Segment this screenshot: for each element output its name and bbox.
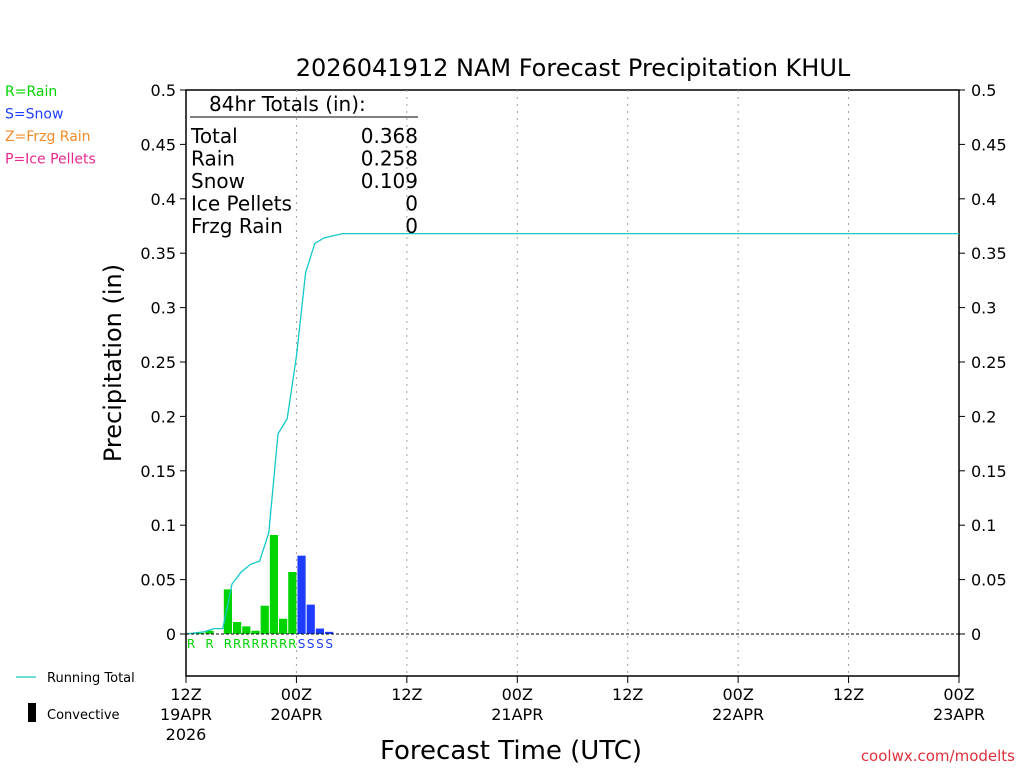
bar-type-letter: R [261, 637, 269, 651]
precip-bar [233, 622, 242, 634]
totals-row-label: Frzg Rain [191, 214, 283, 238]
y-tick-label-left: 0.3 [151, 299, 176, 318]
convective-swatch [28, 703, 36, 722]
precip-bar [251, 630, 260, 634]
x-tick-label: 00Z [943, 685, 974, 704]
precip-bar [205, 630, 214, 634]
totals-row-value: 0.109 [361, 169, 418, 193]
precip-bar [279, 618, 288, 634]
y-tick-label-right: 0.35 [971, 244, 1007, 263]
precip-bar [196, 632, 205, 634]
x-tick-date: 22APR [712, 705, 764, 724]
y-tick-label-left: 0.15 [140, 462, 176, 481]
x-tick-label: 00Z [281, 685, 312, 704]
credit-text: coolwx.com/modelts [861, 747, 1015, 765]
bar-type-letter: S [307, 637, 315, 651]
y-tick-label-right: 0.05 [971, 571, 1007, 590]
y-tick-label-right: 0.25 [971, 353, 1007, 372]
y-axis-ticks: 0 00.05 0.050.1 0.10.15 0.150.2 0.20.25 0.250.… [140, 81, 1006, 644]
y-tick-label-right: 0.45 [971, 135, 1007, 154]
totals-row-value: 0.258 [361, 147, 418, 171]
y-tick-label-right: 0.4 [971, 190, 996, 209]
precip-bar [242, 626, 251, 634]
y-tick-label-right: 0.1 [971, 516, 996, 535]
bar-type-letter: S [316, 637, 324, 651]
precip-bar [288, 571, 297, 634]
totals-row-label: Snow [191, 169, 245, 193]
y-tick-label-left: 0.1 [151, 516, 176, 535]
bar-type-letter: R [251, 637, 259, 651]
totals-row-label: Rain [191, 147, 235, 171]
x-tick-date: 21APR [491, 705, 543, 724]
convective-legend-label: Convective [47, 708, 120, 723]
bar-type-letter: R [187, 637, 195, 651]
bar-type-letter: R [224, 637, 232, 651]
type-legend: R=Rain S=Snow Z=Frzg Rain P=Ice Pellets [5, 84, 96, 168]
y-tick-label-right: 0.3 [971, 299, 996, 318]
totals-box: 84hr Totals (in): Total 0.368 Rain 0.258 Sno… [190, 92, 418, 238]
bottom-legend: Running Total Convective [16, 671, 135, 723]
precip-bar [269, 534, 279, 634]
totals-row-value: 0 [405, 192, 418, 216]
x-tick-label: 12Z [170, 685, 201, 704]
precip-type-legend-item: Z=Frzg Rain [5, 129, 91, 145]
y-tick-label-left: 0.25 [140, 353, 176, 372]
running-total-legend-label: Running Total [47, 671, 135, 686]
totals-row-label: Ice Pellets [191, 192, 292, 216]
y-tick-label-right: 0.15 [971, 462, 1007, 481]
x-tick-label: 00Z [502, 685, 533, 704]
x-tick-date: 19APR [160, 705, 212, 724]
precip-bar [297, 555, 306, 634]
x-tick-label: 12Z [833, 685, 864, 704]
bar-type-letter: S [325, 637, 333, 651]
x-tick-date: 20APR [270, 705, 322, 724]
bar-type-letter: R [288, 637, 296, 651]
y-tick-label-left: 0.45 [140, 135, 176, 154]
x-tick-label: 00Z [722, 685, 753, 704]
bar-type-letter: R [242, 637, 250, 651]
totals-row-label: Total [190, 124, 238, 148]
precip-bar [260, 605, 269, 634]
totals-row-value: 0 [405, 214, 418, 238]
y-tick-label-right: 0.2 [971, 407, 996, 426]
precip-type-legend-item: S=Snow [5, 107, 63, 123]
y-tick-label-right: 0.5 [971, 81, 996, 100]
precip-bar [315, 628, 325, 634]
y-tick-label-left: 0 [166, 625, 176, 644]
y-tick-label-left: 0.35 [140, 244, 176, 263]
precip-bar [223, 589, 233, 634]
running-total-line [185, 232, 959, 635]
x-tick-date: 23APR [933, 705, 985, 724]
chart-title: 2026041912 NAM Forecast Precipitation KH… [296, 54, 851, 82]
plot-frame [185, 89, 960, 677]
x-tick-year: 2026 [166, 725, 207, 744]
bar-type-letter: R [233, 637, 241, 651]
precip-type-legend-item: R=Rain [5, 84, 57, 100]
bar-type-letter: R [205, 637, 213, 651]
precip-bar [325, 631, 334, 634]
bar-type-letter: R [270, 637, 278, 651]
totals-row-value: 0.368 [361, 124, 418, 148]
x-tick-label: 12Z [391, 685, 422, 704]
x-axis-label: Forecast Time (UTC) [380, 736, 642, 766]
y-tick-label-left: 0.2 [151, 407, 176, 426]
precip-bar [306, 604, 315, 634]
y-axis-label: Precipitation (in) [99, 264, 127, 462]
bar-type-letter: R [279, 637, 287, 651]
x-tick-label: 12Z [612, 685, 643, 704]
y-tick-label-right: 0 [971, 625, 981, 644]
y-tick-label-left: 0.5 [151, 81, 176, 100]
precip-type-legend-item: P=Ice Pellets [5, 152, 96, 168]
bar-type-letter: S [298, 637, 306, 651]
y-tick-label-left: 0.4 [151, 190, 176, 209]
y-tick-label-left: 0.05 [140, 571, 176, 590]
bars [187, 534, 334, 634]
totals-heading: 84hr Totals (in): [209, 92, 366, 116]
